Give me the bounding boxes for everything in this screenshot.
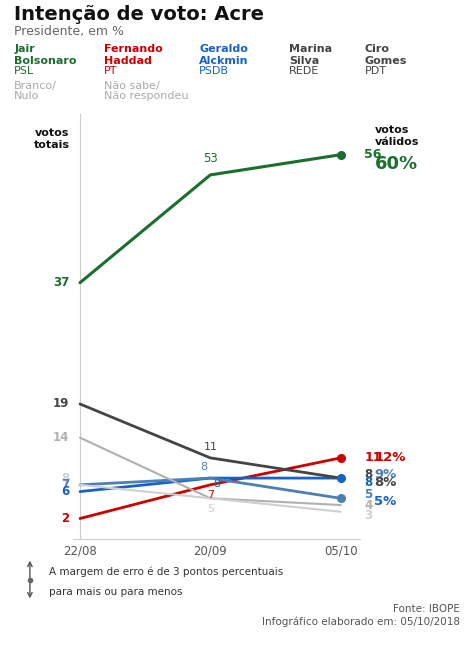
- Text: 12%: 12%: [374, 451, 406, 464]
- Text: 8: 8: [200, 462, 208, 472]
- Text: 7: 7: [62, 479, 70, 491]
- Text: 2: 2: [62, 512, 70, 525]
- Text: PSL: PSL: [14, 66, 34, 76]
- Text: REDE: REDE: [289, 66, 319, 76]
- Text: 8: 8: [364, 476, 373, 489]
- Text: PSDB: PSDB: [199, 66, 229, 76]
- Text: Silva: Silva: [289, 56, 319, 65]
- Text: A margem de erro é de 3 pontos percentuais: A margem de erro é de 3 pontos percentua…: [49, 567, 283, 577]
- Text: 56: 56: [364, 148, 382, 161]
- Text: Presidente, em %: Presidente, em %: [14, 25, 124, 38]
- Text: votos
totais: votos totais: [34, 128, 70, 150]
- Text: Fernando: Fernando: [104, 44, 163, 54]
- Text: 19: 19: [53, 398, 70, 411]
- Text: Fonte: IBOPE: Fonte: IBOPE: [393, 604, 460, 614]
- Text: 5: 5: [207, 503, 214, 514]
- Text: Jair: Jair: [14, 44, 35, 54]
- Text: Branco/: Branco/: [14, 81, 57, 91]
- Text: válidos: válidos: [374, 137, 419, 147]
- Text: Não respondeu: Não respondeu: [104, 91, 189, 101]
- Text: 14: 14: [53, 431, 70, 444]
- Text: 3: 3: [364, 509, 372, 522]
- Text: Marina: Marina: [289, 44, 332, 54]
- Text: 5%: 5%: [374, 495, 397, 508]
- Text: PT: PT: [104, 66, 118, 76]
- Text: 37: 37: [53, 276, 70, 289]
- Text: 8%: 8%: [374, 476, 397, 489]
- Text: 60%: 60%: [374, 155, 418, 174]
- Text: Alckmin: Alckmin: [199, 56, 248, 65]
- Text: para mais ou para menos: para mais ou para menos: [49, 587, 182, 597]
- Text: 8: 8: [213, 479, 220, 490]
- Text: 9%: 9%: [374, 468, 397, 481]
- Text: Geraldo: Geraldo: [199, 44, 248, 54]
- Text: Intenção de voto: Acre: Intenção de voto: Acre: [14, 5, 264, 24]
- Text: 6: 6: [61, 485, 70, 498]
- Text: Nulo: Nulo: [14, 91, 40, 101]
- Text: 11: 11: [203, 443, 218, 453]
- Text: 53: 53: [203, 151, 218, 165]
- Text: Ciro: Ciro: [365, 44, 390, 54]
- Text: Bolsonaro: Bolsonaro: [14, 56, 77, 65]
- Text: 8: 8: [364, 468, 373, 481]
- Text: 8: 8: [61, 471, 70, 485]
- Text: 7: 7: [207, 490, 214, 500]
- Text: PDT: PDT: [365, 66, 387, 76]
- Text: Infográfico elaborado em: 05/10/2018: Infográfico elaborado em: 05/10/2018: [262, 616, 460, 627]
- Text: 5: 5: [364, 488, 373, 502]
- Text: 11: 11: [364, 451, 382, 464]
- Text: G1: G1: [24, 627, 47, 641]
- Text: Gomes: Gomes: [365, 56, 407, 65]
- Text: Não sabe/: Não sabe/: [104, 81, 160, 91]
- Text: Haddad: Haddad: [104, 56, 152, 65]
- Text: 4: 4: [364, 498, 373, 511]
- Text: votos: votos: [374, 125, 409, 135]
